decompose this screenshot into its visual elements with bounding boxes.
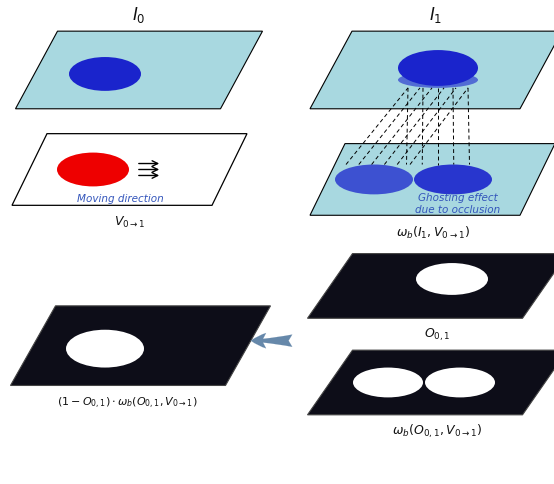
Text: $I_1$: $I_1$: [429, 5, 443, 25]
Text: $\omega_b(O_{0,1}, V_{0\rightarrow1})$: $\omega_b(O_{0,1}, V_{0\rightarrow1})$: [392, 423, 483, 440]
Text: $O_{0,1}$: $O_{0,1}$: [424, 326, 451, 343]
Polygon shape: [307, 350, 554, 415]
Text: $V_{0\rightarrow1}$: $V_{0\rightarrow1}$: [114, 215, 145, 230]
Polygon shape: [16, 31, 263, 109]
Text: $\omega_b(I_1, V_{0\rightarrow1})$: $\omega_b(I_1, V_{0\rightarrow1})$: [396, 225, 469, 242]
Text: Ghosting effect
due to occlusion: Ghosting effect due to occlusion: [416, 194, 501, 215]
Ellipse shape: [66, 330, 144, 367]
Text: $(1-O_{0,1})\cdot\omega_b(O_{0,1}, V_{0\rightarrow1})$: $(1-O_{0,1})\cdot\omega_b(O_{0,1}, V_{0\…: [57, 395, 197, 410]
Ellipse shape: [335, 165, 413, 195]
Text: Moving direction: Moving direction: [76, 195, 163, 204]
Ellipse shape: [425, 367, 495, 397]
Ellipse shape: [398, 50, 478, 86]
Ellipse shape: [398, 72, 478, 88]
Polygon shape: [310, 31, 554, 109]
Ellipse shape: [414, 165, 492, 195]
Polygon shape: [307, 254, 554, 318]
Ellipse shape: [416, 263, 488, 295]
Polygon shape: [11, 306, 270, 385]
Polygon shape: [310, 144, 554, 215]
Polygon shape: [12, 134, 247, 205]
Text: $I_0$: $I_0$: [132, 5, 146, 25]
Ellipse shape: [69, 57, 141, 91]
Ellipse shape: [57, 152, 129, 186]
Ellipse shape: [353, 367, 423, 397]
